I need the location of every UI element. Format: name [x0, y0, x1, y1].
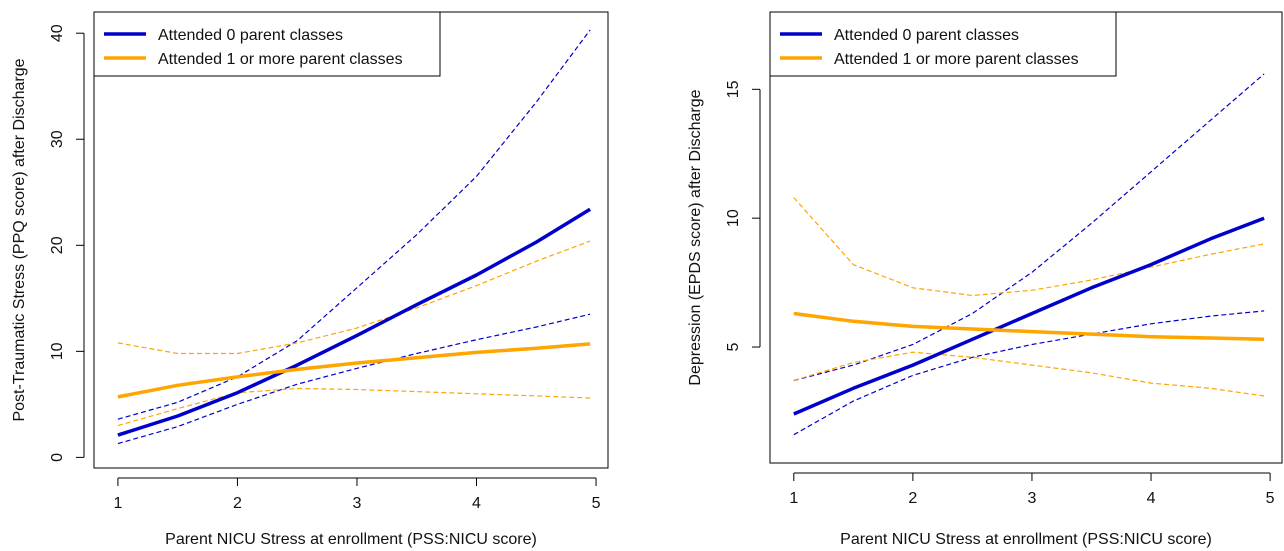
y-tick-label: 30 [49, 130, 66, 148]
series-2-line [117, 342, 591, 399]
y-tick-label: 40 [49, 24, 66, 42]
series-2-line [793, 311, 1265, 342]
series-1-ci-lower [793, 310, 1265, 436]
y-tick-label: 5 [725, 342, 742, 351]
y-tick-label: 10 [49, 342, 66, 360]
x-tick-label: 1 [789, 490, 798, 507]
x-tick-label: 5 [592, 495, 601, 512]
series-1-ci-upper [793, 73, 1265, 382]
x-tick-label: 1 [113, 495, 122, 512]
series-2-ci-upper [117, 240, 591, 355]
legend-box [93, 11, 441, 77]
y-axis-title: Post-Traumatic Stress (PPQ score) after … [11, 58, 28, 421]
plot-frame [769, 11, 1283, 464]
x-tick-label: 3 [353, 495, 362, 512]
plot-frame [93, 11, 609, 469]
y-tick-label: 20 [49, 236, 66, 254]
legend: Attended 0 parent classes Attended 1 or m… [769, 11, 1117, 77]
series-1-line [793, 216, 1265, 416]
legend-label: Attended 0 parent classes [158, 27, 343, 44]
legend-label: Attended 0 parent classes [834, 27, 1019, 44]
x-tick-label: 2 [908, 490, 917, 507]
series-1-ci-lower [117, 313, 591, 445]
legend-label: Attended 1 or more parent classes [834, 51, 1079, 68]
legend: Attended 0 parent classes Attended 1 or m… [93, 11, 441, 77]
x-tick-label: 4 [1147, 490, 1156, 507]
legend-box [769, 11, 1117, 77]
x-axis-title: Parent NICU Stress at enrollment (PSS:NI… [165, 531, 537, 548]
series-2-ci-upper [793, 197, 1265, 297]
y-axis-title: Depression (EPDS score) after Discharge [687, 89, 704, 385]
x-tick-label: 5 [1266, 490, 1275, 507]
x-tick-label: 4 [472, 495, 481, 512]
x-axis-title: Parent NICU Stress at enrollment (PSS:NI… [840, 531, 1212, 548]
y-tick-label: 15 [725, 80, 742, 98]
x-tick-label: 2 [233, 495, 242, 512]
series-1-ci-upper [117, 29, 591, 420]
x-tick-label: 3 [1028, 490, 1037, 507]
legend-label: Attended 1 or more parent classes [158, 51, 403, 68]
y-tick-label: 0 [49, 453, 66, 462]
series-2-ci-lower [793, 351, 1265, 397]
series-2-ci-lower [117, 387, 591, 427]
chart-panel-2: 1 2 3 4 5 5 10 15 Parent NICU Stress at enrollme… [687, 11, 1283, 548]
y-tick-label: 10 [725, 209, 742, 227]
chart-panel-1: 1 2 3 4 5 0 10 20 30 40 Parent NICU Stress at enro… [11, 11, 609, 548]
series-1-line [117, 207, 592, 437]
